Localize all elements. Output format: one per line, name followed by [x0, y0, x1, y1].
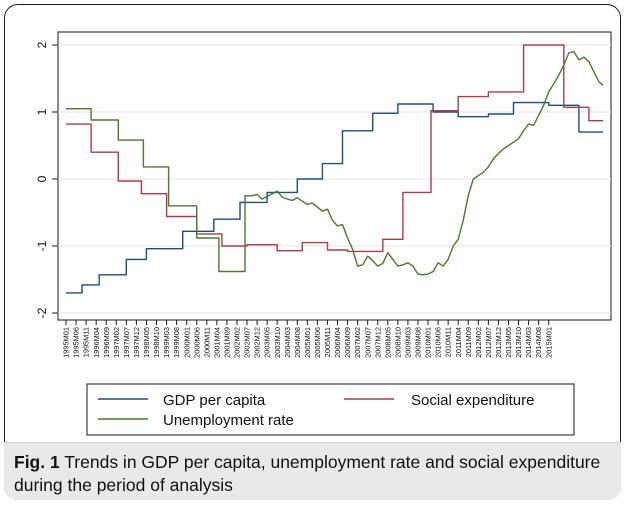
- x-tick-label: 2006M09: [343, 327, 352, 358]
- figure-caption: Fig. 1 Trends in GDP per capita, unemplo…: [4, 442, 621, 500]
- legend-label-unemployment: Unemployment rate: [163, 412, 294, 429]
- x-tick-label: 1997M12: [132, 327, 141, 358]
- legend-box: [86, 383, 575, 436]
- x-tick-label: 2000M01: [182, 327, 191, 358]
- x-tick-label: 2000M06: [192, 327, 201, 358]
- y-tick-label: -2: [35, 307, 49, 318]
- x-tick-label: 1999M03: [162, 327, 171, 358]
- y-tick-label: -1: [35, 240, 49, 251]
- x-tick-label: 1995M11: [82, 327, 91, 357]
- x-tick-label: 2002M02: [233, 327, 242, 358]
- series-social-expenditure: [66, 44, 603, 253]
- plot-area: [57, 31, 612, 321]
- x-tick-label: 2014M03: [524, 327, 533, 358]
- x-tick-label: 2012M02: [474, 327, 483, 358]
- x-tick-label: 2013M05: [504, 327, 513, 358]
- series-unemployment-rate: [66, 51, 604, 276]
- y-tick-label: 0: [35, 175, 49, 182]
- x-tick-label: 2002M07: [243, 327, 252, 358]
- x-tick-label: 2012M07: [484, 327, 493, 358]
- x-tick-label: 2011M09: [464, 327, 473, 357]
- x-tick-label: 2011M04: [454, 327, 463, 357]
- x-tick-label: 1996M04: [92, 327, 101, 358]
- x-tick-label: 1995M06: [72, 327, 81, 358]
- x-tick-label: 1996M09: [102, 327, 111, 358]
- x-tick-label: 1999M08: [172, 327, 181, 358]
- figure-label: Fig. 1: [14, 452, 60, 472]
- x-tick-label: 2005M11: [323, 327, 332, 357]
- x-tick-label: 2013M10: [514, 327, 523, 358]
- x-tick-label: 1998M05: [142, 327, 151, 358]
- x-tick-label: 1997M07: [122, 327, 131, 358]
- x-tick-label: 2003M05: [263, 327, 272, 358]
- x-tick-label: 2003M10: [273, 327, 282, 358]
- x-tick-label: 2004M08: [293, 327, 302, 358]
- x-tick-label: 2001M04: [212, 327, 221, 358]
- x-tick-label: 2009M03: [404, 327, 413, 358]
- y-tick-label: 2: [35, 41, 49, 48]
- x-tick-label: 2002M12: [253, 327, 262, 358]
- y-axis: -2 -1 0 1 2: [35, 41, 58, 318]
- x-tick-label: 2008M10: [393, 327, 402, 358]
- x-tick-label: 2008M05: [383, 327, 392, 358]
- x-tick-label: 2007M02: [353, 327, 362, 358]
- figure-caption-text: Trends in GDP per capita, unemployment r…: [14, 452, 601, 495]
- legend-label-social: Social expenditure: [411, 392, 534, 409]
- x-tick-label: 1997M02: [112, 327, 121, 358]
- series-gdp-per-capita: [66, 101, 603, 294]
- x-tick-label: 2001M09: [222, 327, 231, 358]
- series-group: [66, 44, 604, 294]
- x-tick-label: 2009M08: [414, 327, 423, 358]
- x-tick-label: 2010M06: [434, 327, 443, 358]
- x-tick-label: 2014M08: [534, 327, 543, 358]
- x-tick-label: 2007M12: [373, 327, 382, 358]
- legend: GDP per capita Social expenditure Unempl…: [86, 383, 575, 436]
- x-tick-label: 2000M11: [202, 327, 211, 357]
- x-tick-label: 2004M03: [283, 327, 292, 358]
- legend-label-gdp: GDP per capita: [163, 392, 266, 409]
- x-tick-label: 2010M01: [424, 327, 433, 358]
- grid-lines: [58, 44, 611, 314]
- x-tick-label: 2010M11: [444, 327, 453, 357]
- y-tick-label: 1: [35, 108, 49, 115]
- x-axis: 1995M01 1995M06 1995M11 1996M04 1996M09 1997M…: [62, 320, 553, 358]
- x-tick-label: 2005M01: [303, 327, 312, 358]
- x-tick-label: 2012M12: [494, 327, 503, 358]
- x-tick-label: 1998M10: [152, 327, 161, 358]
- x-tick-label: 2007M07: [363, 327, 372, 358]
- x-tick-label: 2006M04: [333, 327, 342, 358]
- x-tick-label: 1995M01: [62, 327, 71, 358]
- x-tick-label: 2005M06: [313, 327, 322, 358]
- x-tick-label: 2015M01: [544, 327, 553, 358]
